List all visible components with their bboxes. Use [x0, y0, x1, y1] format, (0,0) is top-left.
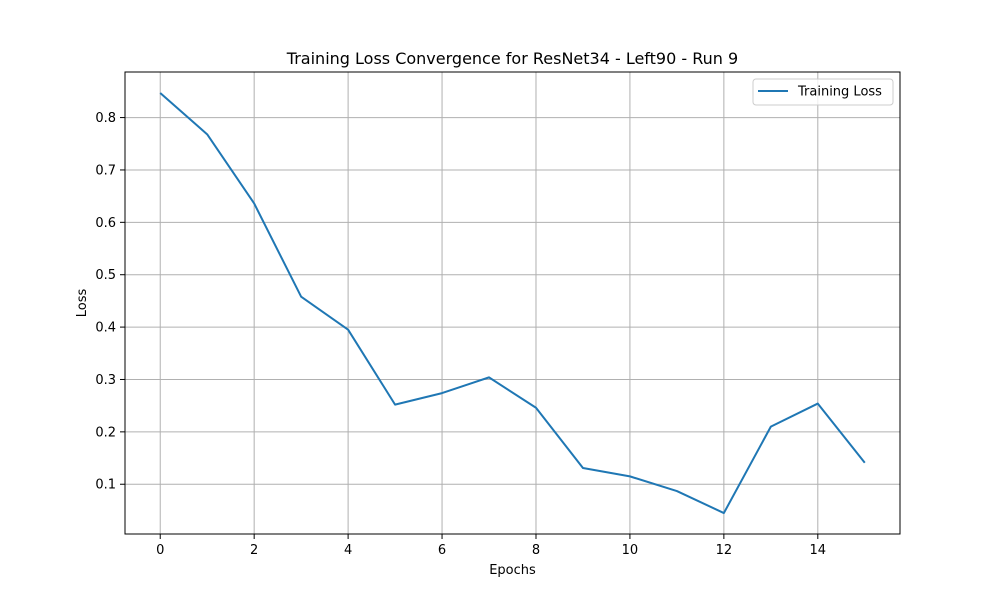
- legend-box: [752, 78, 894, 106]
- x-tick-label: 0: [156, 543, 164, 558]
- chart-title: Training Loss Convergence for ResNet34 -…: [286, 49, 738, 68]
- y-tick-label: 0.5: [95, 268, 116, 283]
- legend-entry-training-loss: Training Loss: [797, 85, 882, 100]
- y-tick-label: 0.1: [95, 478, 116, 493]
- series-line-training-loss: [159, 92, 866, 515]
- series-layer: [159, 92, 866, 515]
- y-tick-label: 0.6: [95, 216, 116, 231]
- y-tick-label: 0.3: [95, 373, 116, 388]
- grid: [125, 72, 900, 534]
- x-tick-label: 8: [532, 543, 540, 558]
- y-axis-label: Loss: [75, 289, 90, 318]
- y-tick-label: 0.4: [95, 321, 116, 336]
- x-tick-label: 4: [344, 543, 352, 558]
- plot-area-frame: [124, 71, 901, 535]
- x-tick-label: 10: [622, 543, 639, 558]
- y-tick-label: 0.7: [95, 163, 116, 178]
- legend: Training Loss: [752, 78, 894, 106]
- x-axis-label: Epochs: [489, 563, 536, 578]
- x-tick-label: 12: [716, 543, 733, 558]
- axis-ticks: 0 2 4 6 8 10 12 14 0.1 0.2 0.3 0.4 0.5 0.6 0.7 0.8: [95, 111, 826, 558]
- x-tick-label: 6: [438, 543, 446, 558]
- y-tick-label: 0.2: [95, 425, 116, 440]
- y-tick-label: 0.8: [95, 111, 116, 126]
- x-tick-label: 2: [250, 543, 258, 558]
- x-tick-label: 14: [810, 543, 827, 558]
